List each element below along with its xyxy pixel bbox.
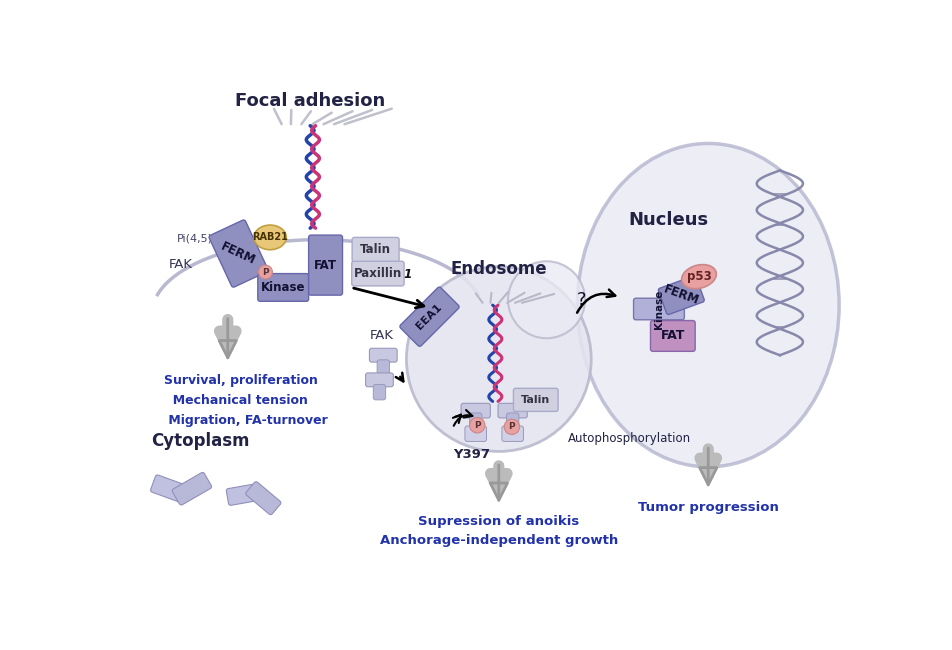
Text: FAT: FAT bbox=[314, 259, 337, 272]
Text: FAK: FAK bbox=[169, 258, 193, 271]
FancyBboxPatch shape bbox=[461, 403, 490, 418]
Text: EEA1: EEA1 bbox=[414, 302, 444, 332]
Text: Survival, proliferation
  Mechanical tension
 Migration, FA-turnover: Survival, proliferation Mechanical tensi… bbox=[164, 374, 327, 428]
FancyBboxPatch shape bbox=[351, 261, 404, 286]
Text: Autophosphorylation: Autophosphorylation bbox=[567, 432, 690, 445]
Circle shape bbox=[504, 419, 519, 434]
Text: p53: p53 bbox=[685, 270, 710, 283]
Text: Y397: Y397 bbox=[453, 448, 490, 461]
Text: FERM: FERM bbox=[661, 283, 700, 307]
FancyBboxPatch shape bbox=[226, 484, 262, 505]
Circle shape bbox=[507, 261, 585, 338]
FancyBboxPatch shape bbox=[513, 388, 558, 411]
Text: P: P bbox=[473, 421, 480, 430]
FancyBboxPatch shape bbox=[366, 373, 393, 387]
FancyBboxPatch shape bbox=[658, 276, 704, 315]
Text: Focal adhesion: Focal adhesion bbox=[235, 92, 385, 110]
FancyBboxPatch shape bbox=[502, 426, 523, 441]
FancyBboxPatch shape bbox=[469, 413, 482, 430]
Text: Paxillin: Paxillin bbox=[353, 267, 402, 280]
Text: Pi(4,5)P2: Pi(4,5)P2 bbox=[177, 233, 227, 243]
Circle shape bbox=[406, 266, 590, 452]
Text: P: P bbox=[508, 422, 515, 432]
Ellipse shape bbox=[253, 225, 286, 250]
Text: FERM: FERM bbox=[219, 240, 258, 267]
FancyBboxPatch shape bbox=[351, 237, 399, 262]
Text: Kinase: Kinase bbox=[261, 281, 306, 294]
Text: Tumor progression: Tumor progression bbox=[637, 502, 778, 515]
Text: ?: ? bbox=[577, 291, 586, 309]
FancyBboxPatch shape bbox=[506, 413, 518, 430]
FancyBboxPatch shape bbox=[465, 426, 486, 441]
FancyBboxPatch shape bbox=[246, 482, 281, 515]
Ellipse shape bbox=[681, 265, 716, 289]
Text: Talin: Talin bbox=[360, 243, 390, 256]
FancyBboxPatch shape bbox=[258, 274, 308, 302]
FancyBboxPatch shape bbox=[650, 320, 694, 352]
FancyBboxPatch shape bbox=[377, 360, 389, 375]
FancyBboxPatch shape bbox=[498, 403, 526, 418]
Circle shape bbox=[258, 265, 272, 279]
FancyBboxPatch shape bbox=[308, 235, 342, 295]
Text: FAT: FAT bbox=[660, 330, 684, 343]
Text: Nucleus: Nucleus bbox=[627, 211, 707, 229]
FancyBboxPatch shape bbox=[633, 298, 684, 320]
FancyBboxPatch shape bbox=[150, 475, 190, 503]
Ellipse shape bbox=[577, 144, 839, 467]
Text: Supression of anoikis
Anchorage-independent growth: Supression of anoikis Anchorage-independ… bbox=[379, 515, 617, 547]
Text: Endosome: Endosome bbox=[450, 260, 546, 278]
Text: RAB21: RAB21 bbox=[252, 233, 288, 242]
Text: Rab21: Rab21 bbox=[368, 268, 413, 281]
Text: Talin: Talin bbox=[521, 395, 550, 405]
FancyBboxPatch shape bbox=[369, 348, 397, 362]
Text: P: P bbox=[262, 268, 268, 276]
FancyBboxPatch shape bbox=[400, 287, 459, 346]
FancyBboxPatch shape bbox=[208, 220, 268, 287]
Text: Cytoplasm: Cytoplasm bbox=[150, 432, 249, 450]
Text: Kinase: Kinase bbox=[653, 289, 664, 329]
FancyBboxPatch shape bbox=[373, 384, 386, 400]
FancyBboxPatch shape bbox=[172, 473, 211, 505]
Text: FAK: FAK bbox=[369, 330, 393, 343]
Circle shape bbox=[469, 417, 485, 433]
